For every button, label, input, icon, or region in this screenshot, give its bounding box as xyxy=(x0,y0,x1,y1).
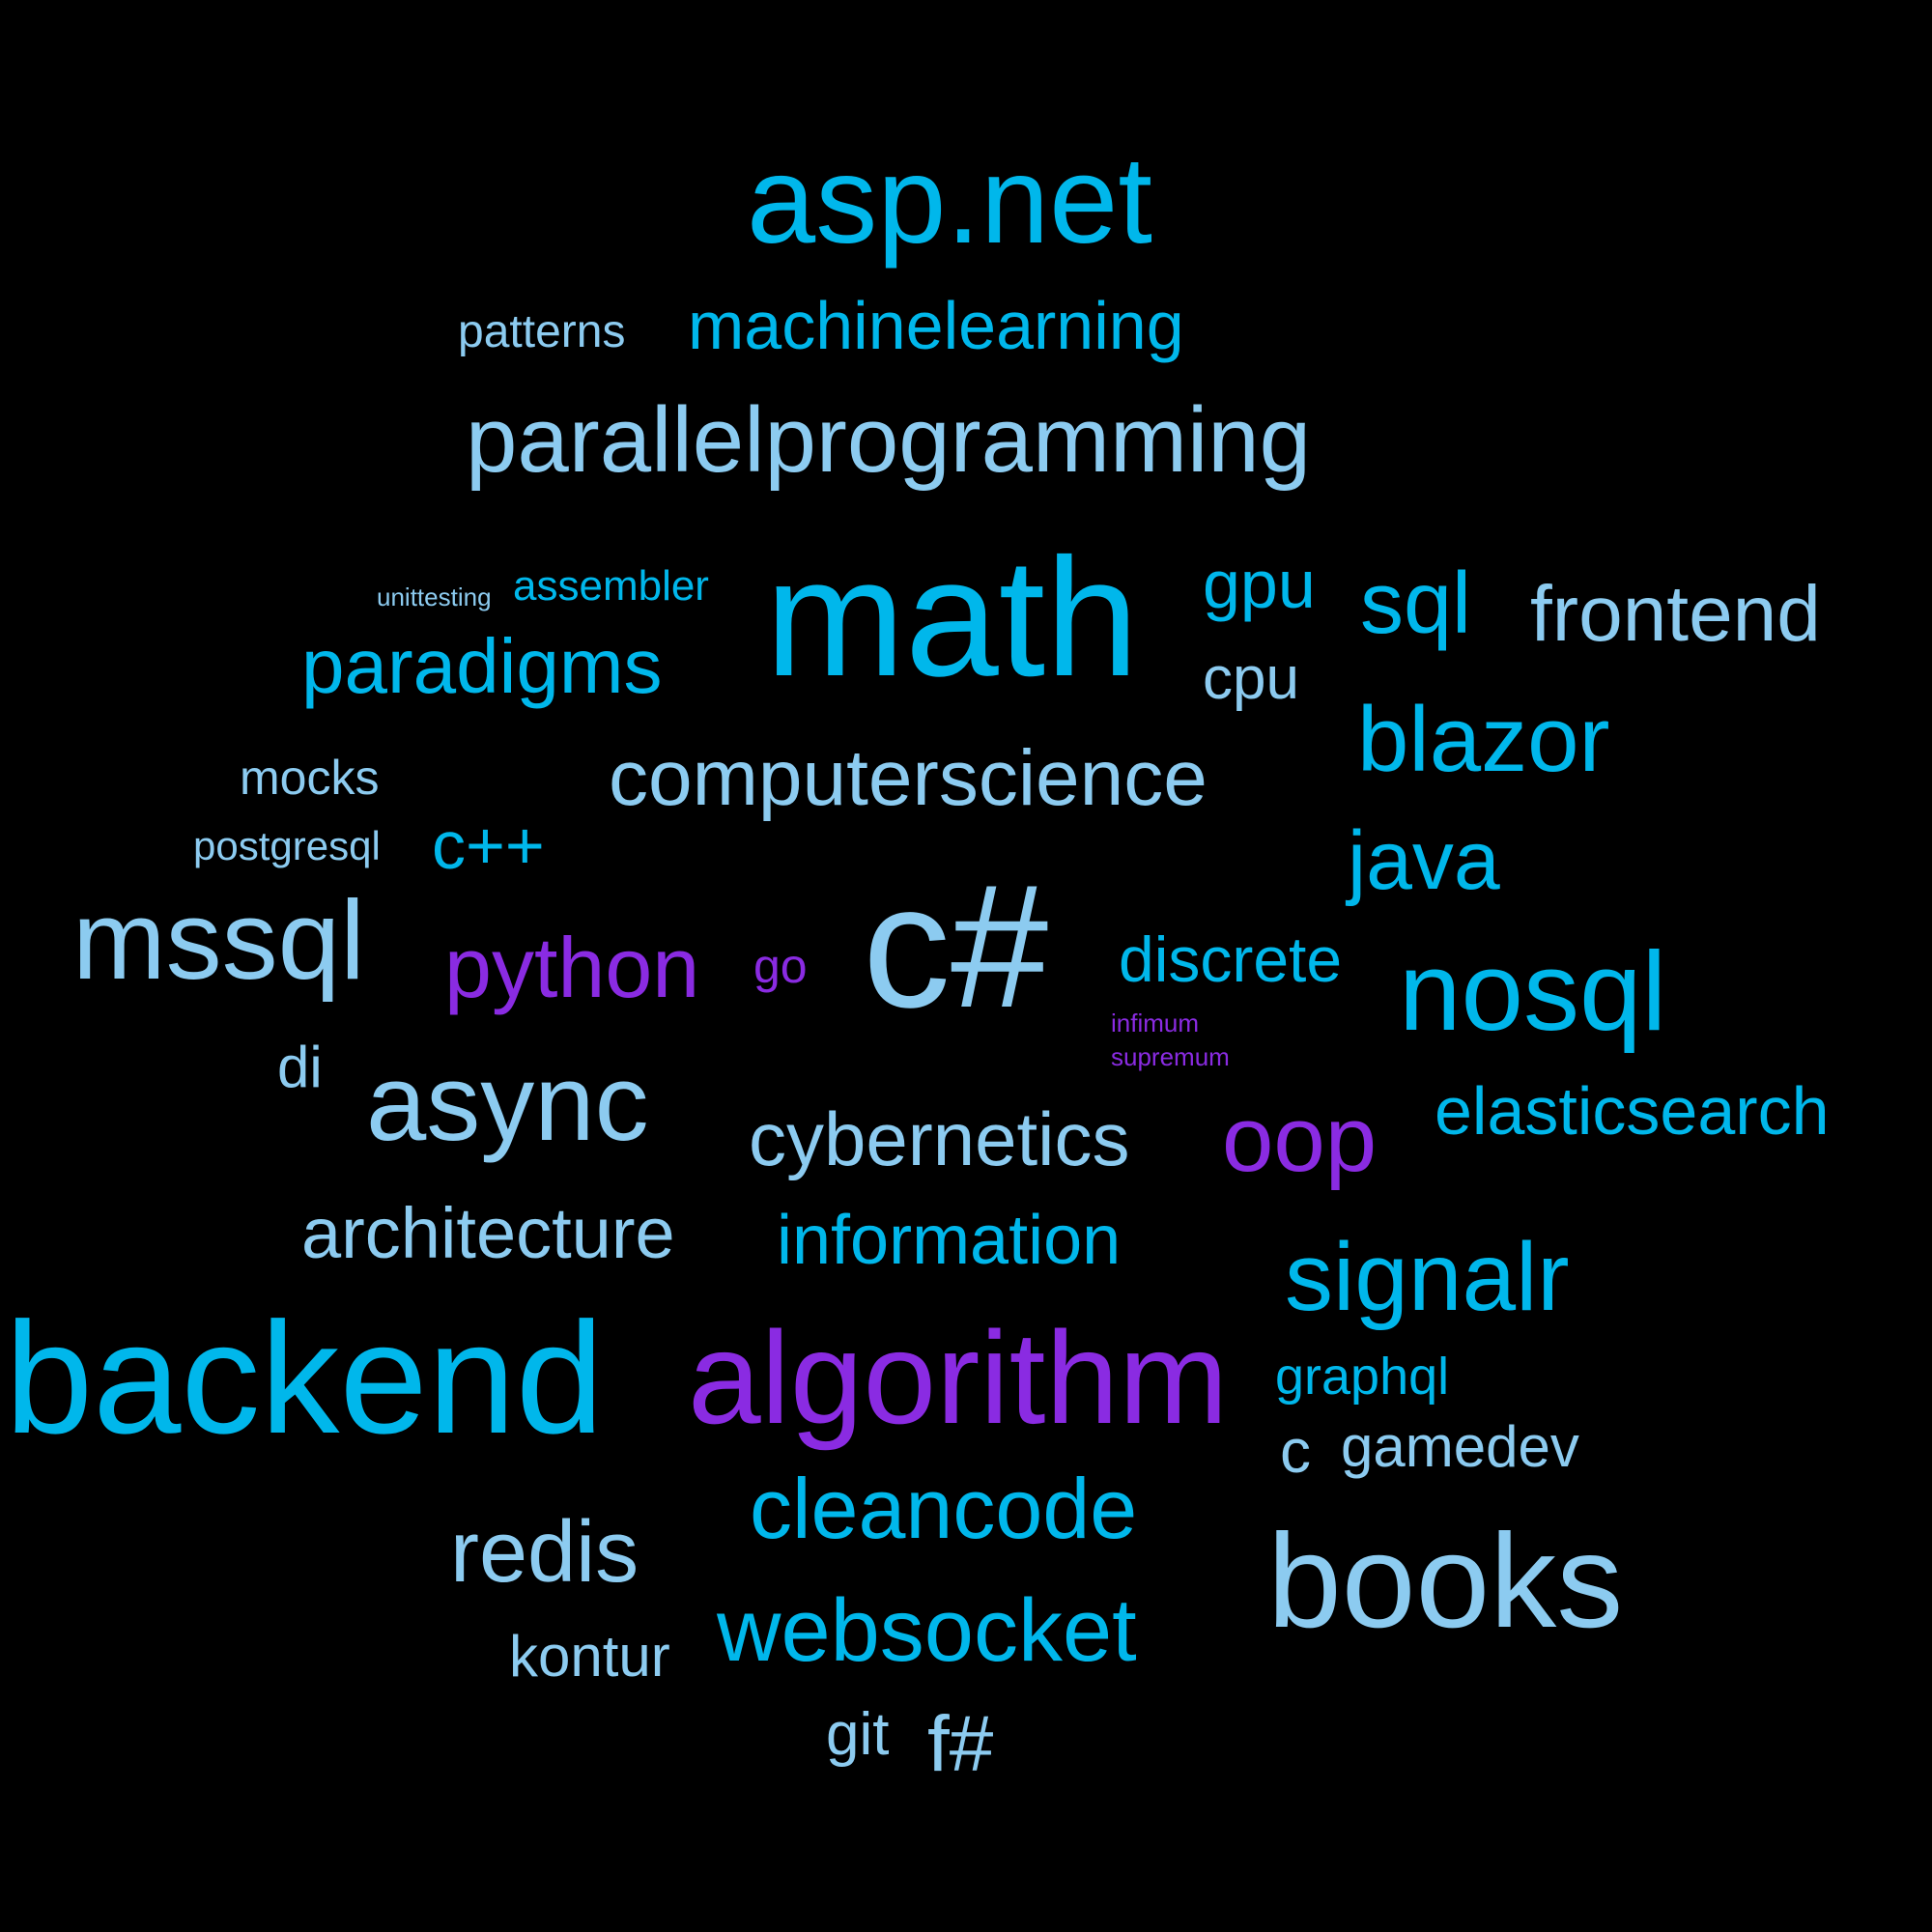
word-postgresql: postgresql xyxy=(193,823,381,868)
word-mssql: mssql xyxy=(72,877,365,1003)
word-backend: backend xyxy=(5,1290,605,1466)
word-cleancode: cleancode xyxy=(750,1461,1138,1556)
word-information: information xyxy=(777,1202,1122,1279)
word-assembler: assembler xyxy=(513,562,709,610)
word-sql: sql xyxy=(1360,555,1472,652)
word-gamedev: gamedev xyxy=(1341,1414,1579,1479)
word-git: git xyxy=(826,1701,890,1768)
word-unittesting: unittesting xyxy=(377,582,492,611)
word-architecture: architecture xyxy=(301,1193,675,1273)
word-mocks: mocks xyxy=(240,751,380,805)
word-math: math xyxy=(765,523,1139,711)
word-oop: oop xyxy=(1222,1088,1378,1191)
word-asp-net: asp.net xyxy=(747,131,1152,270)
word-go: go xyxy=(753,939,808,993)
word-cpp: c++ xyxy=(432,808,545,883)
word-parallelprogramming: parallelprogramming xyxy=(466,388,1312,492)
word-signalr: signalr xyxy=(1285,1223,1570,1331)
word-websocket: websocket xyxy=(717,1581,1137,1680)
word-cybernetics: cybernetics xyxy=(749,1096,1130,1181)
word-blazor: blazor xyxy=(1357,688,1610,791)
word-gpu: gpu xyxy=(1203,547,1316,622)
word-di: di xyxy=(277,1035,323,1099)
word-books: books xyxy=(1267,1507,1624,1656)
word-discrete: discrete xyxy=(1119,923,1343,995)
word-java: java xyxy=(1348,814,1500,907)
word-python: python xyxy=(444,920,700,1015)
word-computerscience: computerscience xyxy=(609,734,1208,822)
word-csharp: c# xyxy=(863,847,1049,1044)
word-supremum: supremum xyxy=(1111,1042,1230,1071)
word-elasticsearch: elasticsearch xyxy=(1435,1073,1830,1149)
word-machinelearning: machinelearning xyxy=(688,288,1184,363)
word-infimum: infimum xyxy=(1111,1009,1200,1037)
word-async: async xyxy=(366,1042,649,1163)
word-nosql: nosql xyxy=(1399,928,1667,1054)
word-paradigms: paradigms xyxy=(301,623,663,709)
word-c: c xyxy=(1280,1416,1311,1486)
word-algorithm: algorithm xyxy=(688,1304,1229,1451)
word-fsharp: f# xyxy=(927,1700,994,1788)
word-kontur: kontur xyxy=(509,1624,670,1689)
word-frontend: frontend xyxy=(1530,570,1821,658)
word-cpu: cpu xyxy=(1203,645,1299,712)
word-patterns: patterns xyxy=(458,306,626,357)
word-redis: redis xyxy=(450,1504,639,1601)
word-graphql: graphql xyxy=(1275,1348,1450,1406)
